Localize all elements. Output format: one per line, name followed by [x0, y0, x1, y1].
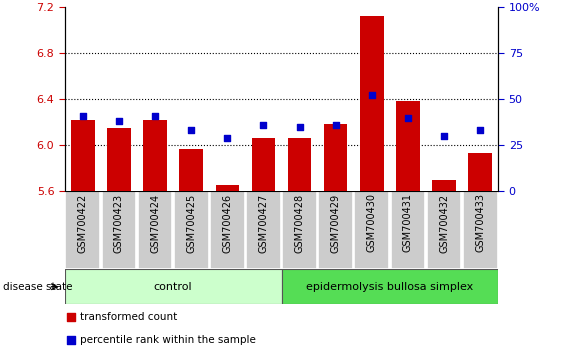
Point	[331, 122, 340, 128]
Text: transformed count: transformed count	[80, 312, 177, 322]
Point	[295, 124, 304, 130]
Bar	[216, 185, 239, 191]
FancyBboxPatch shape	[282, 269, 498, 304]
Text: GSM700432: GSM700432	[439, 194, 449, 253]
Text: epidermolysis bullosa simplex: epidermolysis bullosa simplex	[306, 282, 473, 292]
Text: GSM700427: GSM700427	[258, 194, 269, 253]
Bar	[324, 124, 347, 191]
FancyBboxPatch shape	[101, 191, 136, 269]
Text: GSM700431: GSM700431	[403, 194, 413, 252]
Bar	[396, 101, 419, 191]
Point	[223, 135, 232, 141]
Bar	[180, 149, 203, 191]
FancyBboxPatch shape	[174, 191, 208, 269]
Point	[476, 127, 485, 133]
FancyBboxPatch shape	[318, 191, 353, 269]
Text: GSM700422: GSM700422	[78, 194, 88, 253]
FancyBboxPatch shape	[138, 191, 172, 269]
Point	[440, 133, 449, 139]
FancyBboxPatch shape	[65, 191, 100, 269]
Text: GSM700425: GSM700425	[186, 194, 196, 253]
Text: GSM700426: GSM700426	[222, 194, 233, 253]
Bar	[71, 120, 95, 191]
Point	[187, 127, 196, 133]
Point	[367, 93, 376, 98]
Text: disease state: disease state	[3, 282, 72, 292]
Text: GSM700428: GSM700428	[294, 194, 305, 253]
Text: GSM700424: GSM700424	[150, 194, 160, 253]
FancyBboxPatch shape	[463, 191, 498, 269]
Text: control: control	[154, 282, 193, 292]
Point	[66, 314, 75, 320]
FancyBboxPatch shape	[355, 191, 389, 269]
Bar	[432, 179, 456, 191]
FancyBboxPatch shape	[210, 191, 245, 269]
FancyBboxPatch shape	[65, 269, 282, 304]
Point	[150, 113, 159, 119]
Text: percentile rank within the sample: percentile rank within the sample	[80, 335, 256, 346]
FancyBboxPatch shape	[282, 191, 317, 269]
Bar	[468, 153, 492, 191]
Text: GSM700433: GSM700433	[475, 194, 485, 252]
FancyBboxPatch shape	[427, 191, 462, 269]
Text: GSM700423: GSM700423	[114, 194, 124, 253]
Bar	[144, 120, 167, 191]
Point	[78, 113, 87, 119]
Bar	[288, 138, 311, 191]
Text: GSM700429: GSM700429	[330, 194, 341, 253]
Point	[259, 122, 268, 128]
Point	[404, 115, 413, 120]
Point	[114, 118, 123, 124]
Bar	[252, 138, 275, 191]
Bar	[360, 16, 383, 191]
FancyBboxPatch shape	[246, 191, 281, 269]
Point	[66, 337, 75, 343]
Bar	[107, 128, 131, 191]
Text: GSM700430: GSM700430	[367, 194, 377, 252]
FancyBboxPatch shape	[391, 191, 425, 269]
